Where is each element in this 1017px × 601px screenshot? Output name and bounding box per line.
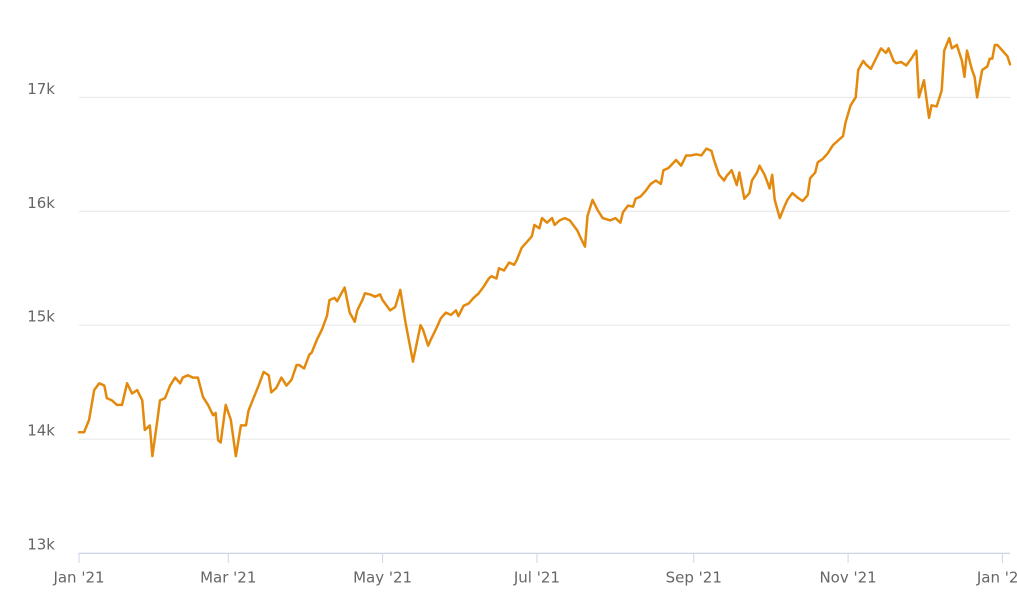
x-tick-label: May '21 [353,569,412,587]
y-tick-label: 16k [27,194,55,212]
y-tick-label: 15k [27,308,55,326]
x-tick-label: Jul '21 [513,569,560,587]
x-tick-label: Mar '21 [200,569,256,587]
x-tick-label: Nov '21 [819,569,876,587]
line-series [77,36,1012,458]
y-tick-label: 13k [27,536,55,554]
y-tick-label: 14k [27,422,55,440]
x-tick-label: Sep '21 [666,569,722,587]
y-tick-label: 17k [27,80,55,98]
x-tick-label: Jan '21 [52,569,104,587]
x-tick-label: Jan '22 [976,569,1017,587]
